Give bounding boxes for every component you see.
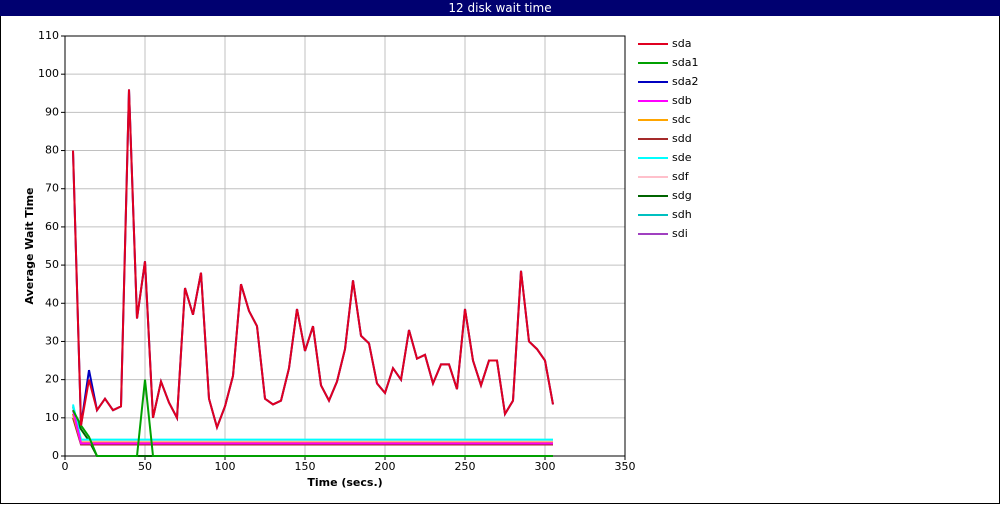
y-tick-label: 80: [45, 144, 59, 157]
y-tick-label: 30: [45, 334, 59, 347]
x-tick-label: 150: [295, 460, 316, 473]
legend-label: sdf: [672, 170, 690, 183]
y-tick-label: 10: [45, 411, 59, 424]
x-tick-label: 0: [62, 460, 69, 473]
series-line: [72, 409, 553, 445]
y-axis-label: Average Wait Time: [23, 188, 36, 305]
legend-label: sdi: [672, 227, 688, 240]
series-line: [72, 417, 553, 446]
x-tick-label: 50: [138, 460, 152, 473]
y-tick-label: 70: [45, 182, 59, 195]
legend-label: sdg: [672, 189, 692, 202]
y-tick-label: 0: [52, 449, 59, 462]
legend-label: sda1: [672, 56, 698, 69]
plot-area: [65, 36, 625, 456]
y-tick-label: 60: [45, 220, 59, 233]
y-tick-label: 110: [38, 29, 59, 42]
y-tick-label: 50: [45, 258, 59, 271]
x-axis-label: Time (secs.): [307, 476, 382, 489]
chart-title: 12 disk wait time: [448, 1, 551, 15]
legend-label: sde: [672, 151, 692, 164]
series-line: [72, 404, 553, 441]
x-tick-label: 100: [215, 460, 236, 473]
y-tick-label: 90: [45, 105, 59, 118]
x-tick-label: 300: [535, 460, 556, 473]
y-tick-label: 20: [45, 373, 59, 386]
x-tick-label: 350: [615, 460, 636, 473]
series-line: [72, 379, 553, 457]
legend-label: sda: [672, 37, 691, 50]
title-bar: [0, 0, 1000, 16]
x-tick-label: 200: [375, 460, 396, 473]
legend-label: sdd: [672, 132, 692, 145]
series-line: [72, 89, 554, 431]
y-tick-label: 100: [38, 67, 59, 80]
legend-label: sdb: [672, 94, 692, 107]
legend-label: sdh: [672, 208, 692, 221]
legend-label: sdc: [672, 113, 691, 126]
series-line: [72, 409, 553, 443]
x-tick-label: 250: [455, 460, 476, 473]
y-tick-label: 40: [45, 296, 59, 309]
legend-label: sda2: [672, 75, 698, 88]
